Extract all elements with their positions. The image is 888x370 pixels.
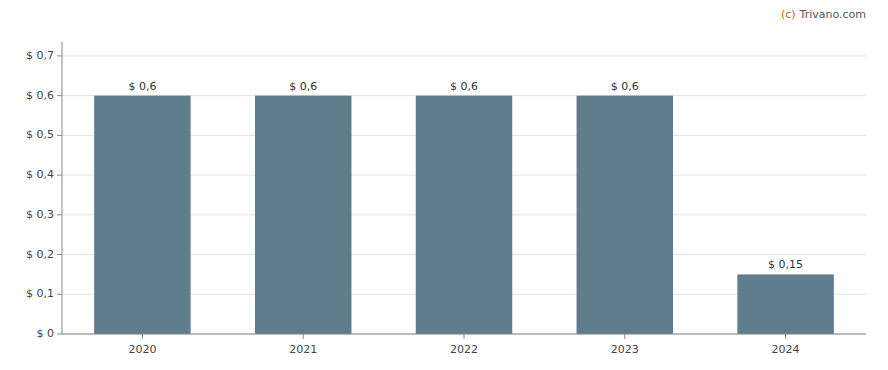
x-tick <box>303 334 304 339</box>
y-tick <box>57 254 62 255</box>
y-tick-label: $ 0,5 <box>26 128 54 141</box>
x-axis: 2020 2021 2022 2023 2024 <box>62 334 866 356</box>
y-tick-label: $ 0,3 <box>26 208 54 221</box>
bar <box>577 96 673 334</box>
data-label: $ 0,15 <box>768 258 803 271</box>
y-tick-label: $ 0 <box>37 327 55 340</box>
x-tick-label: 2022 <box>450 343 478 356</box>
y-grid <box>62 56 866 334</box>
y-tick-label: $ 0,4 <box>26 168 54 181</box>
y-tick <box>57 55 62 56</box>
bar <box>737 274 833 334</box>
bars <box>94 96 834 334</box>
annotation: (c) <box>781 8 796 21</box>
y-tick <box>57 95 62 96</box>
data-label: $ 0,6 <box>289 80 317 93</box>
bar <box>255 96 351 334</box>
grid-line <box>62 55 866 56</box>
y-tick-label: $ 0,7 <box>26 49 54 62</box>
x-tick <box>142 334 143 339</box>
y-tick <box>57 214 62 215</box>
y-tick <box>57 294 62 295</box>
bar <box>416 96 512 334</box>
data-label: $ 0,6 <box>611 80 639 93</box>
annotation: Trivano.com <box>799 8 866 21</box>
data-label: $ 0,6 <box>128 80 156 93</box>
y-axis: $ 0 $ 0,1 $ 0,2 $ 0,3 $ 0,4 $ 0,5 $ 0,6 $ 0,7 <box>26 42 62 340</box>
chart-container: $ 0$ 0,1$ 0,2$ 0,3$ 0,4$ 0,5$ 0,6$ 0,7$ … <box>0 0 888 370</box>
bar <box>94 96 190 334</box>
y-tick <box>57 334 62 335</box>
x-tick <box>785 334 786 339</box>
y-axis-line <box>62 42 63 334</box>
x-tick <box>624 334 625 339</box>
x-tick-label: 2021 <box>289 343 317 356</box>
x-tick-label: 2024 <box>772 343 800 356</box>
chart: $ 0$ 0,1$ 0,2$ 0,3$ 0,4$ 0,5$ 0,6$ 0,7$ … <box>0 0 888 370</box>
data-label: $ 0,6 <box>450 80 478 93</box>
x-tick-label: 2020 <box>128 343 156 356</box>
y-tick <box>57 135 62 136</box>
y-tick <box>57 175 62 176</box>
watermark: (c)Trivano.com <box>781 8 866 21</box>
y-tick-label: $ 0,2 <box>26 248 54 261</box>
data-labels: $ 0,6 $ 0,6 $ 0,6 $ 0,6 $ 0,15 <box>128 80 803 272</box>
x-tick-label: 2023 <box>611 343 639 356</box>
y-tick-label: $ 0,6 <box>26 89 54 102</box>
x-tick <box>464 334 465 339</box>
y-tick-label: $ 0,1 <box>26 287 54 300</box>
